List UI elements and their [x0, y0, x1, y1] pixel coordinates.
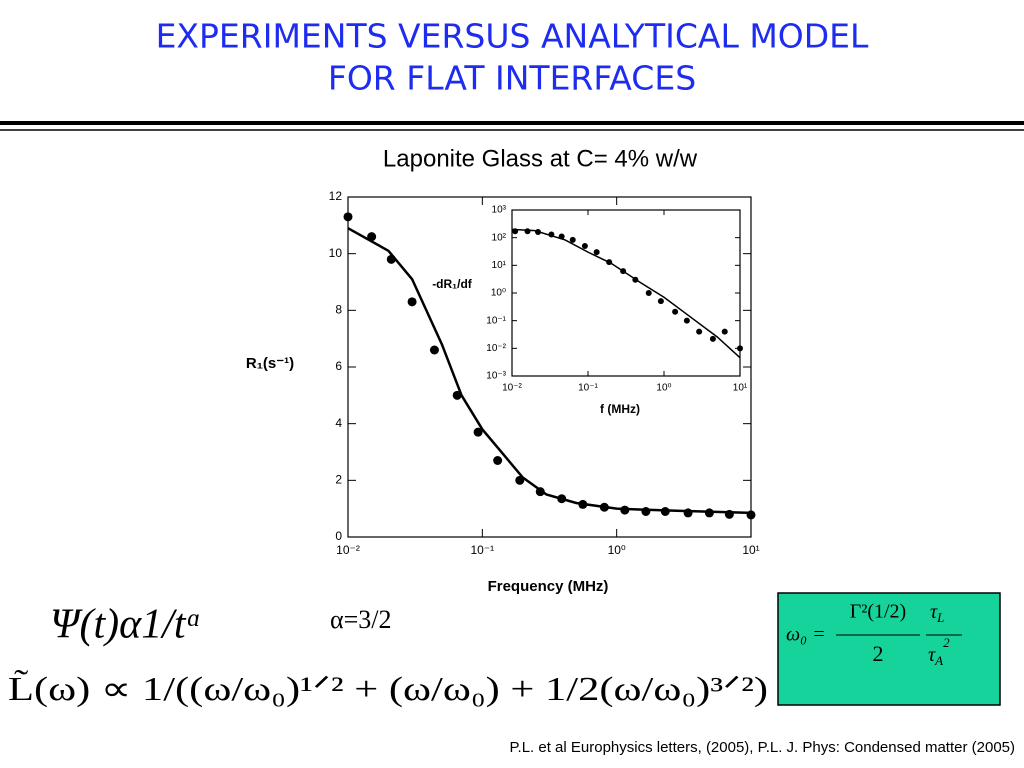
data-point: [696, 328, 703, 335]
y-tick-label: 10²: [492, 232, 507, 243]
data-point: [429, 345, 439, 355]
y-axis-label: R₁(s⁻¹): [246, 355, 294, 372]
plots: Laponite Glass at C= 4% w/w Frequency (MH…: [246, 145, 760, 595]
y-tick-label: 10⁻³: [486, 371, 506, 382]
x-tick-label: 10⁻²: [502, 383, 522, 394]
y-tick-label: 0: [335, 529, 342, 543]
symbol: τ: [928, 644, 936, 666]
plot-area: [511, 209, 741, 377]
data-point: [581, 242, 588, 249]
y-tick-label: 10¹: [492, 260, 507, 271]
formula-box: [777, 592, 1001, 706]
x-tick-label: 10⁻¹: [578, 383, 598, 394]
y-tick-label: 10: [329, 246, 343, 260]
y-axis-label: -dR₁/df: [432, 277, 473, 291]
data-point: [672, 308, 679, 315]
y-tick-label: 10⁰: [491, 288, 506, 299]
x-tick-label: 10⁰: [656, 383, 671, 394]
formula-lhs: ω₀ =: [786, 624, 826, 646]
fraction-denominator: 2: [873, 641, 884, 666]
data-point: [645, 290, 652, 296]
data-point: [493, 456, 503, 465]
slide-title: EXPERIMENTS VERSUS ANALYTICAL MODEL: [156, 17, 869, 56]
y-tick-label: 10³: [492, 205, 507, 216]
subscript: A: [934, 653, 943, 668]
y-tick-label: 10⁻¹: [486, 315, 506, 326]
y-tick-label: 8: [335, 303, 342, 317]
fraction-denominator: τA2: [928, 635, 950, 668]
data-point: [524, 228, 531, 235]
x-tick-label: 10⁻²: [336, 543, 360, 557]
footer: P.L. et al Europhysics letters, (2005), …: [509, 739, 1015, 756]
chart-title: Laponite Glass at C= 4% w/w: [383, 145, 698, 172]
superscript: 2: [943, 635, 950, 650]
fit-line: [347, 227, 752, 515]
x-axis-label: f (MHz): [600, 402, 640, 416]
data-point: [343, 212, 353, 222]
y-tick-label: 12: [329, 189, 343, 203]
y-tick-label: 2: [335, 473, 342, 487]
data-point: [737, 345, 743, 352]
data-point: [593, 249, 600, 256]
slide-title: FOR FLAT INTERFACES: [328, 59, 696, 98]
data-point: [657, 298, 664, 305]
x-axis-label: Frequency (MHz): [488, 578, 609, 595]
fraction-numerator: Γ²(1/2): [850, 601, 906, 623]
data-point: [407, 297, 417, 307]
data-point: [709, 335, 716, 342]
data-point: [473, 427, 483, 437]
x-tick-label: 10¹: [742, 543, 759, 557]
y-tick-label: 10⁻²: [486, 343, 506, 354]
y-tick-label: 4: [335, 416, 342, 430]
x-tick-label: 10⁻¹: [470, 543, 494, 557]
x-tick-label: 10⁰: [608, 543, 626, 557]
data-point: [721, 328, 728, 335]
y-tick-label: 6: [335, 359, 342, 373]
data-point: [683, 317, 690, 324]
data-point: [569, 236, 576, 243]
fit-line: [511, 228, 741, 359]
subscript: L: [936, 610, 944, 625]
data-point: [683, 508, 693, 518]
symbol: τ: [930, 601, 938, 623]
equation: α=3/2: [330, 605, 392, 634]
x-tick-label: 10¹: [733, 383, 748, 394]
equation: Ψ(t)α1/tᵅ: [50, 602, 202, 648]
fraction-numerator: τL: [930, 601, 944, 625]
equation: L̃(ω) ∝ 1/((ω/ω₀)¹ᐟ² + (ω/ω₀) + 1/2(ω/ω₀…: [8, 669, 768, 708]
